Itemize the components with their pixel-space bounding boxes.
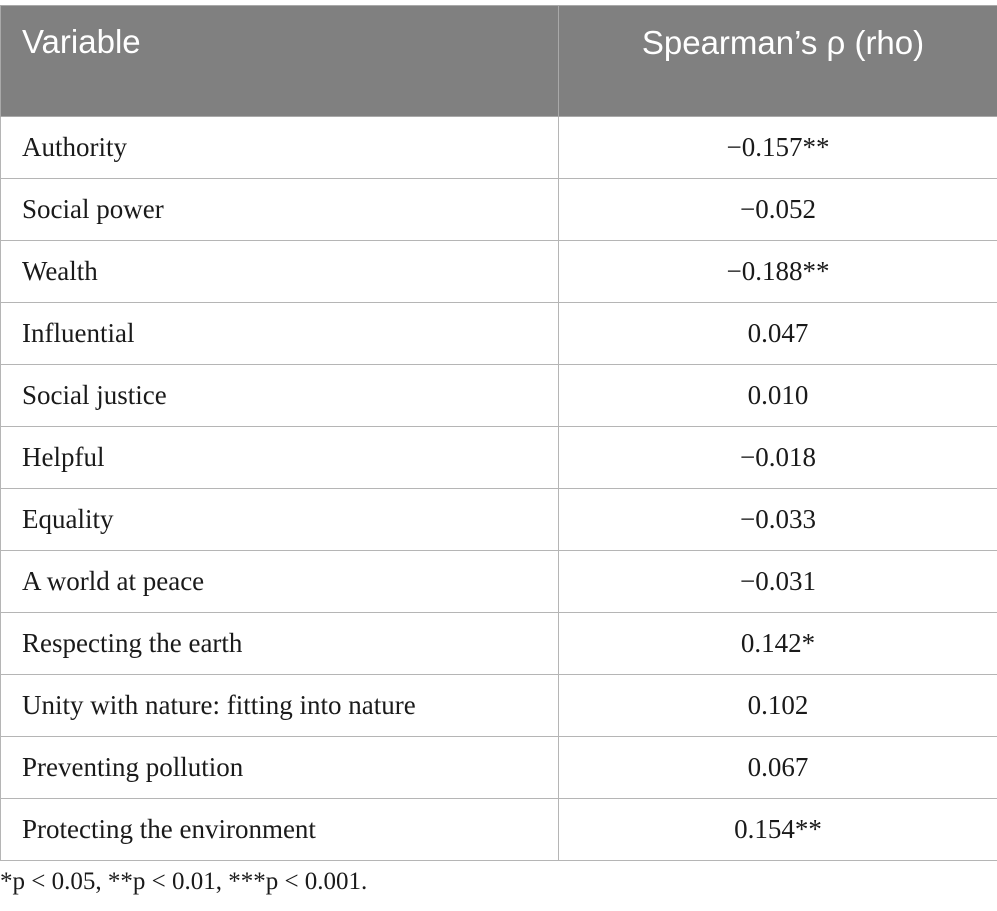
table-row: Helpful −0.018 (0, 426, 997, 489)
table-header: Variable Spearman’s ρ (rho) (0, 5, 997, 117)
table-row: Wealth −0.188** (0, 240, 997, 303)
table-row: Unity with nature: fitting into nature 0.… (0, 674, 997, 737)
variable-cell: Preventing pollution (0, 736, 559, 799)
rho-value-cell: 0.010 (558, 364, 997, 427)
variable-cell: Helpful (0, 426, 559, 489)
variable-cell: Unity with nature: fitting into nature (0, 674, 559, 737)
rho-value-cell: 0.154** (558, 798, 997, 861)
table-row: Influential 0.047 (0, 302, 997, 365)
rho-value-cell: 0.102 (558, 674, 997, 737)
rho-value-cell: −0.033 (558, 488, 997, 551)
variable-cell: Social justice (0, 364, 559, 427)
table-row: Respecting the earth 0.142* (0, 612, 997, 675)
variable-cell: Respecting the earth (0, 612, 559, 675)
rho-value-cell: 0.067 (558, 736, 997, 799)
rho-value-cell: −0.052 (558, 178, 997, 241)
table-row: A world at peace −0.031 (0, 550, 997, 613)
rho-value-cell: −0.157** (558, 116, 997, 179)
variable-header-label: Variable (22, 23, 141, 60)
rho-column-header: Spearman’s ρ (rho) (558, 5, 997, 117)
table-row: Preventing pollution 0.067 (0, 736, 997, 799)
rho-value-cell: 0.047 (558, 302, 997, 365)
variable-column-header: Variable (0, 5, 559, 117)
variable-cell: Equality (0, 488, 559, 551)
correlation-table-container: Variable Spearman’s ρ (rho) Authority −0.… (0, 5, 997, 861)
rho-value-cell: −0.031 (558, 550, 997, 613)
table-row: Social power −0.052 (0, 178, 997, 241)
footnote-text: *p < 0.05, **p < 0.01, ***p < 0.001. (0, 868, 368, 895)
table-row: Authority −0.157** (0, 116, 997, 179)
table-footnote: *p < 0.05, **p < 0.01, ***p < 0.001. (0, 868, 367, 896)
variable-cell: Protecting the environment (0, 798, 559, 861)
header-row: Variable Spearman’s ρ (rho) (0, 5, 997, 117)
rho-header-label: Spearman’s ρ (rho) (641, 24, 925, 61)
variable-cell: Social power (0, 178, 559, 241)
table-row: Social justice 0.010 (0, 364, 997, 427)
rho-value-cell: 0.142* (558, 612, 997, 675)
variable-cell: Wealth (0, 240, 559, 303)
correlation-table: Variable Spearman’s ρ (rho) Authority −0.… (0, 5, 997, 861)
variable-cell: Authority (0, 116, 559, 179)
table-row: Equality −0.033 (0, 488, 997, 551)
rho-value-cell: −0.188** (558, 240, 997, 303)
variable-cell: A world at peace (0, 550, 559, 613)
rho-value-cell: −0.018 (558, 426, 997, 489)
table-body: Authority −0.157** Social power −0.052 Wealt… (0, 116, 997, 861)
table-row: Protecting the environment 0.154** (0, 798, 997, 861)
variable-cell: Influential (0, 302, 559, 365)
